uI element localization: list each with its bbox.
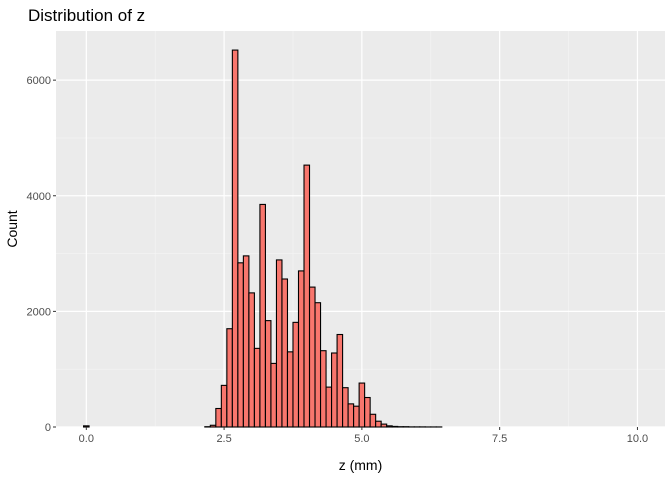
histogram-bar <box>380 423 388 428</box>
histogram-bar <box>319 350 327 428</box>
y-tick-label: 2000 <box>27 306 51 318</box>
histogram-bar <box>242 255 250 428</box>
x-axis-title: z (mm) <box>339 457 383 473</box>
y-axis: 0 2000 4000 6000 <box>27 75 56 434</box>
histogram-bar <box>364 396 371 428</box>
histogram-bar <box>369 413 377 428</box>
histogram-bar <box>226 328 233 428</box>
histogram-bar <box>375 420 382 428</box>
histogram-bar <box>220 384 228 428</box>
y-tick-label: 0 <box>45 422 51 434</box>
x-tick-label: 2.5 <box>216 433 231 445</box>
histogram-bar <box>342 387 349 428</box>
histogram-bar <box>231 49 239 428</box>
x-tick-label: 7.5 <box>492 433 507 445</box>
histogram-bar <box>237 262 244 428</box>
histogram-bar <box>292 321 300 428</box>
histogram-bar <box>353 405 360 428</box>
x-tick-label: 10.0 <box>627 433 648 445</box>
histogram-bar <box>347 403 355 428</box>
histogram-bar <box>259 203 266 428</box>
minor-gridlines <box>56 31 665 427</box>
histogram-bar <box>83 425 90 428</box>
x-axis: 0.0 2.5 5.0 7.5 10.0 <box>79 427 648 445</box>
histogram-bar <box>303 164 311 428</box>
histogram-bar <box>325 386 333 428</box>
chart-title: Distribution of z <box>28 6 145 25</box>
histogram-bar <box>297 270 305 428</box>
y-tick-label: 4000 <box>27 191 51 203</box>
histogram-bar <box>336 333 344 428</box>
histogram-bar <box>209 424 217 428</box>
histogram-bar <box>358 382 366 428</box>
histogram-bar <box>331 352 338 428</box>
plot-panel <box>56 31 665 427</box>
histogram-bar <box>286 351 294 428</box>
histogram-bar <box>314 302 322 428</box>
histogram-bar <box>281 278 289 428</box>
histogram-bar <box>386 425 393 428</box>
histogram-bar <box>264 320 272 428</box>
y-axis-title: Count <box>4 210 20 247</box>
histogram-bar <box>308 286 316 428</box>
histogram-bar <box>215 407 222 428</box>
histogram-bar <box>253 347 261 428</box>
x-tick-label: 5.0 <box>354 433 369 445</box>
y-tick-label: 6000 <box>27 75 51 87</box>
x-tick-label: 0.0 <box>79 433 94 445</box>
histogram-bar <box>248 292 255 428</box>
histogram-bar <box>275 259 283 428</box>
histogram-bars <box>83 49 443 428</box>
histogram-bar <box>391 425 399 428</box>
histogram-bar <box>270 362 278 428</box>
